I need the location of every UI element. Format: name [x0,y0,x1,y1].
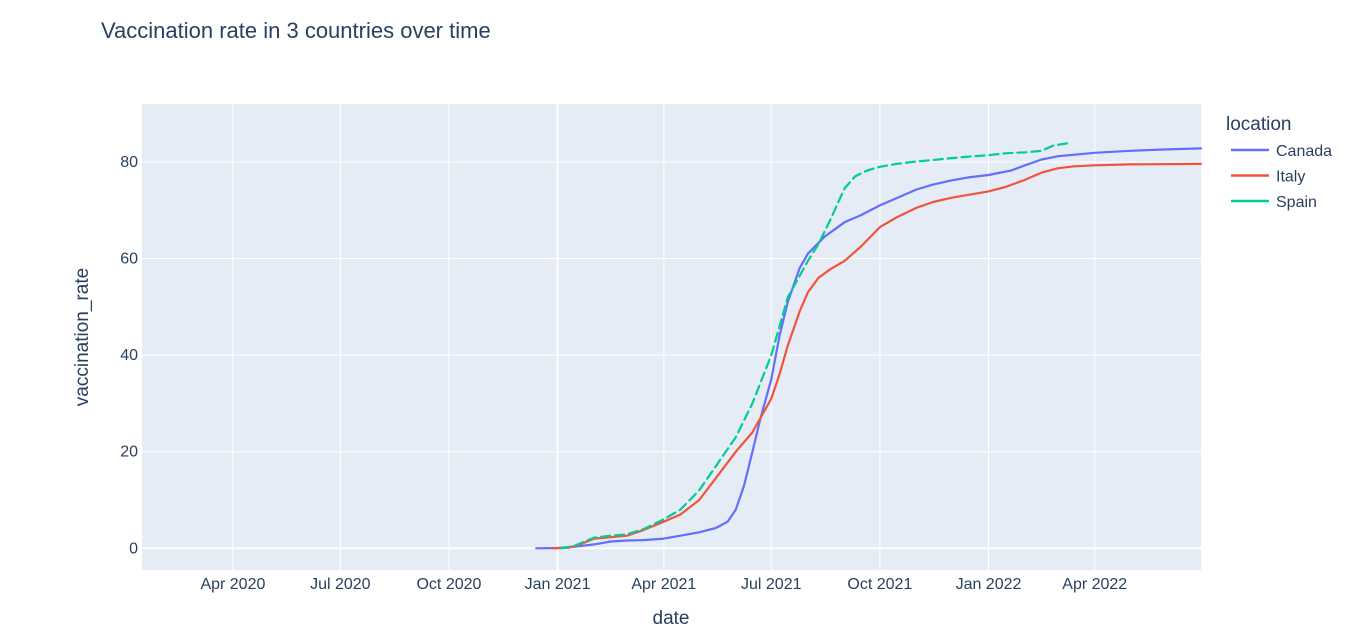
chart-title: Vaccination rate in 3 countries over tim… [101,18,491,43]
y-axis-title: vaccination_rate [72,268,93,406]
legend-label: Spain [1276,194,1317,211]
series-lines [535,142,1203,550]
x-tick-label: Apr 2021 [631,576,696,593]
series-line-spain[interactable] [559,142,1070,550]
x-tick-label: Jan 2022 [956,576,1022,593]
legend-item-italy[interactable]: Italy [1231,169,1305,186]
y-tick-label: 80 [120,154,138,171]
x-tick-label: Jul 2020 [310,576,371,593]
legend[interactable]: location Canada Italy Spain [1226,114,1332,211]
x-tick-label: Oct 2020 [416,576,481,593]
legend-label: Canada [1276,143,1332,160]
y-tick-label: 0 [129,540,138,557]
legend-label: Italy [1276,169,1305,186]
y-tick-label: 20 [120,444,138,461]
legend-item-spain[interactable]: Spain [1231,194,1317,211]
x-tick-label: Oct 2021 [847,576,912,593]
x-tick-label: Apr 2022 [1062,576,1127,593]
x-tick-label: Jul 2021 [741,576,802,593]
x-tick-label: Apr 2020 [200,576,265,593]
y-tick-label: 40 [120,347,138,364]
legend-item-canada[interactable]: Canada [1231,143,1332,160]
x-tick-label: Jan 2021 [525,576,591,593]
x-axis-title: date [653,608,690,629]
plot-area [142,104,1201,570]
series-line-canada[interactable] [535,147,1203,550]
y-tick-label: 60 [120,251,138,268]
legend-title: location [1226,114,1292,135]
gridlines [142,104,1201,570]
axis-ticks: Apr 2020 Jul 2020 Oct 2020 Jan 2021 Apr 2021… [120,154,1127,593]
